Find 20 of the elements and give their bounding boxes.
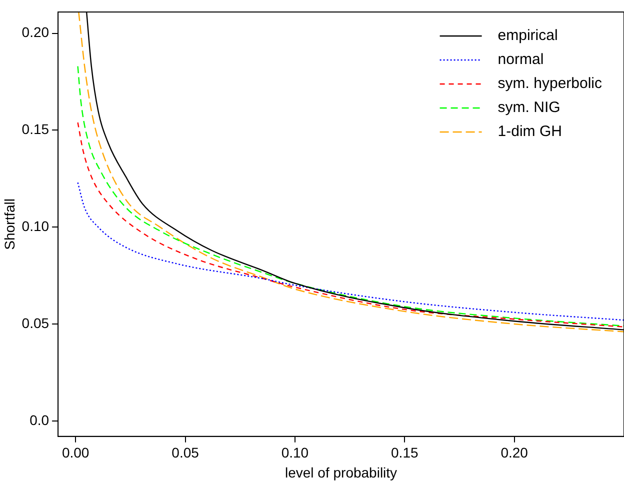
y-tick-label: 0.15	[22, 121, 50, 138]
legend-label: empirical	[498, 27, 558, 44]
line-series	[77, 182, 624, 321]
line-series	[77, 122, 624, 328]
y-axis-title: Shortfall	[1, 198, 18, 250]
legend-label: normal	[498, 51, 544, 68]
x-tick-label: 0.20	[500, 444, 528, 461]
legend-label: 1-dim GH	[498, 123, 562, 140]
y-tick-label: 0.10	[22, 218, 50, 234]
legend-label: sym. NIG	[498, 99, 560, 116]
y-tick-label: 0.0	[30, 412, 50, 428]
x-axis-title: level of probability	[284, 464, 398, 480]
y-tick-label: 0.20	[22, 24, 50, 40]
y-tick-label: 0.05	[22, 314, 50, 331]
x-tick-label: 0.05	[172, 444, 200, 461]
line-series	[77, 66, 624, 327]
x-tick-label: 0.10	[281, 444, 309, 461]
x-tick-label: 0.00	[62, 444, 90, 461]
x-tick-label: 0.15	[391, 444, 418, 461]
legend-label: sym. hyperbolic	[498, 75, 602, 92]
